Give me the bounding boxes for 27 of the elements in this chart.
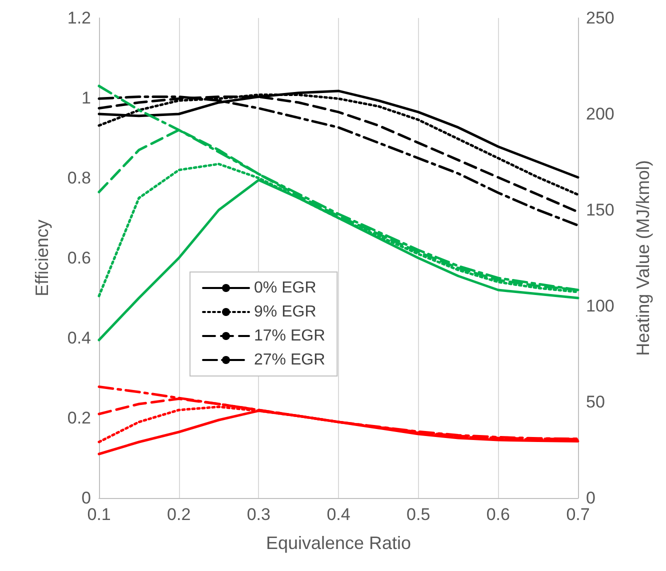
y2-tick-label: 250 bbox=[586, 8, 614, 28]
y-tick-label: 1.2 bbox=[67, 8, 91, 28]
legend-label: 17% EGR bbox=[254, 328, 326, 344]
y-tick-label: 0.4 bbox=[67, 328, 91, 348]
y2-tick-label: 0 bbox=[586, 488, 596, 508]
y-tick-label: 0 bbox=[82, 488, 91, 508]
y2-axis-title: Heating Value (MJ/kmol) bbox=[633, 160, 653, 356]
y2-tick-label: 150 bbox=[586, 200, 614, 220]
y-tick-label: 1 bbox=[82, 88, 91, 108]
x-tick-label: 0.2 bbox=[167, 505, 191, 524]
x-tick-label: 0.5 bbox=[406, 505, 430, 524]
y2-tick-label: 50 bbox=[586, 392, 605, 412]
x-tick-label: 0.7 bbox=[566, 505, 590, 524]
x-tick-label: 0.6 bbox=[486, 505, 510, 524]
legend-label: 0% EGR bbox=[254, 280, 316, 296]
x-tick-label: 0.3 bbox=[246, 505, 270, 524]
x-tick-label: 0.1 bbox=[87, 505, 111, 524]
x-axis-title: Equivalence Ratio bbox=[266, 533, 412, 553]
y-axis-title: Efficiency bbox=[32, 220, 52, 296]
y2-tick-label: 100 bbox=[586, 296, 614, 316]
y-tick-label: 0.2 bbox=[67, 408, 91, 428]
legend-label: 9% EGR bbox=[254, 304, 316, 320]
y-tick-label: 0.6 bbox=[67, 248, 91, 268]
y2-tick-label: 200 bbox=[586, 104, 614, 124]
x-tick-label: 0.4 bbox=[326, 505, 350, 524]
legend-label: 27% EGR bbox=[254, 352, 326, 368]
y-tick-label: 0.8 bbox=[67, 168, 91, 188]
